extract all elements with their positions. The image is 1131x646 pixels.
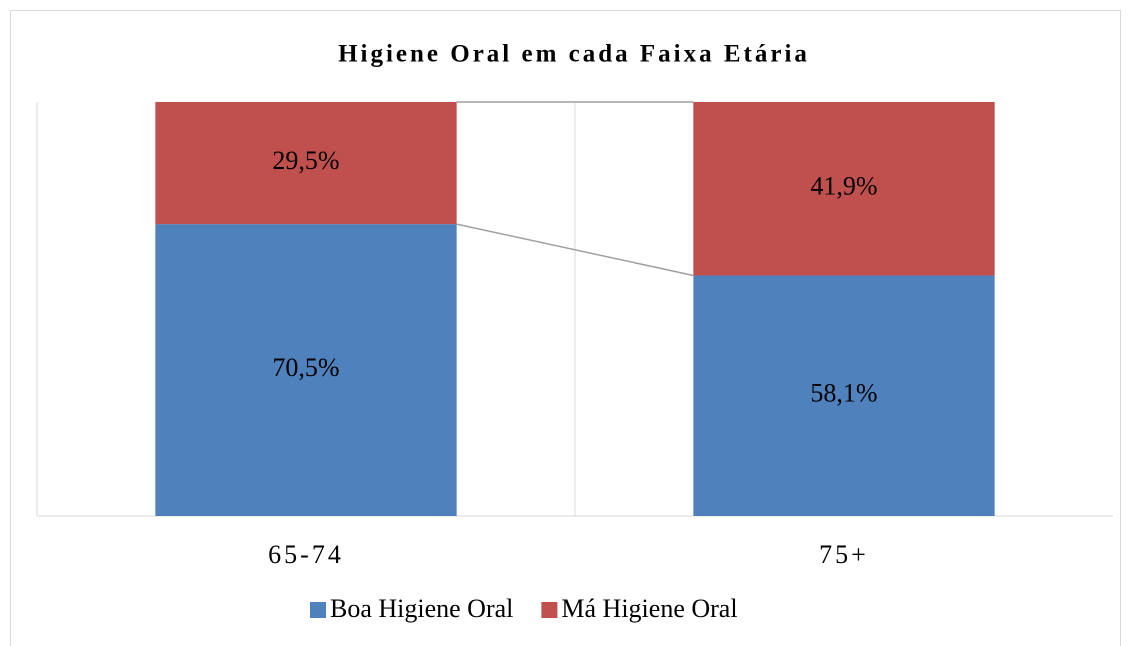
x-tick-label: 65-74 [268, 540, 344, 569]
legend-swatch [541, 602, 558, 618]
value-label: 29,5% [272, 146, 339, 175]
value-label: 70,5% [272, 353, 339, 382]
legend-swatch [310, 602, 326, 618]
bar-segment [693, 102, 995, 276]
legend-label: Má Higiene Oral [561, 594, 737, 623]
bar-segment [155, 224, 457, 516]
series-line [456, 223, 694, 277]
legend-label: Boa Higiene Oral [330, 594, 513, 623]
value-label: 41,9% [810, 172, 877, 201]
chart-title: Higiene Oral em cada Faixa Etária [338, 41, 810, 68]
x-tick-label: 75+ [819, 540, 869, 569]
value-label: 58,1% [810, 379, 877, 408]
bar-segment [693, 275, 995, 516]
chart-frame [10, 10, 1121, 646]
bar-segment [155, 102, 457, 225]
